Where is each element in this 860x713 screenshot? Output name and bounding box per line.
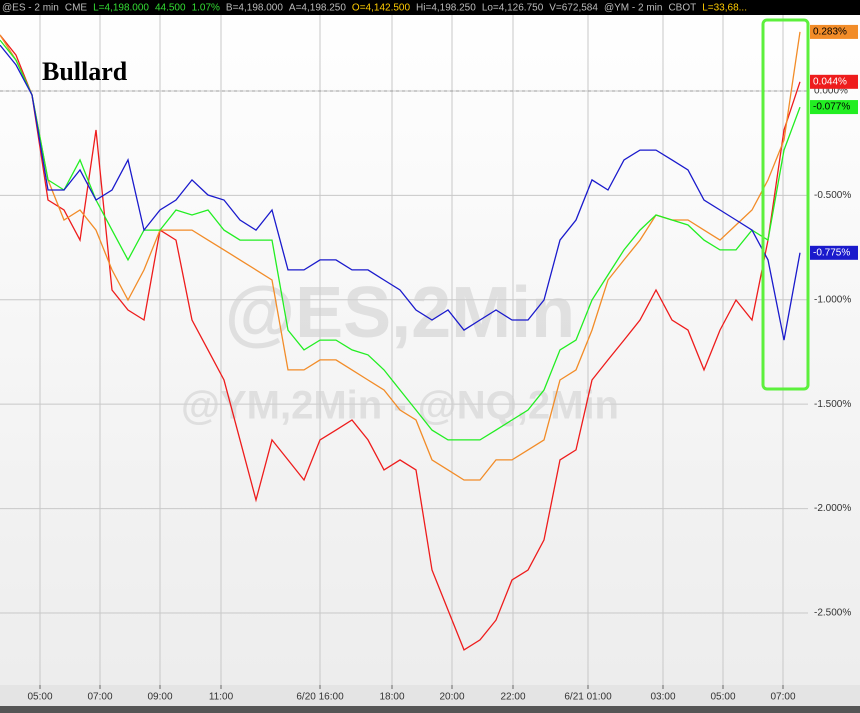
x-tick-label: 6/21 01:00 [564,692,612,703]
last-value-box [810,100,858,115]
last-value-box [810,245,858,260]
x-tick-label: 07:00 [770,692,795,703]
last-value-label: 0.283% [813,27,847,38]
y-tick-label: -1.000% [814,294,851,305]
x-tick-label: 6/20 16:00 [296,692,344,703]
x-tick-label: 11:00 [209,692,234,703]
series-line [0,44,801,341]
series-line [0,39,801,441]
bottom-bar [0,706,860,713]
last-value-label: -0.775% [813,247,850,258]
header-text: L=33,68... [702,3,747,14]
x-tick-label: 07:00 [87,692,112,703]
header-text: CBOT [668,3,696,14]
header-text: Lo=4,126.750 [482,3,544,14]
header-text: Hi=4,198.250 [416,3,476,14]
x-tick-label: 05:00 [27,692,52,703]
header-bar [0,0,860,15]
y-tick-label: 0.000% [814,86,848,97]
x-tick-label: 22:00 [500,692,525,703]
header-text: A=4,198.250 [289,3,346,14]
header-text: @YM - 2 min [604,3,663,14]
highlight-box [761,18,810,391]
header-text: B=4,198.000 [226,3,283,14]
x-tick-label: 18:00 [379,692,404,703]
last-value-box [810,74,858,89]
y-tick-label: -2.500% [814,608,851,619]
header-text: O=4,142.500 [352,3,411,14]
x-tick-label: 05:00 [710,692,735,703]
header-text: @ES - 2 min [2,3,59,14]
x-tick-label: 20:00 [439,692,464,703]
header-text: 1.07% [192,3,220,14]
last-value-label: 0.044% [813,76,847,87]
x-tick-label: 03:00 [650,692,675,703]
header-text: L=4,198.000 [93,3,149,14]
y-tick-label: -0.500% [814,190,851,201]
last-value-label: -0.077% [813,102,850,113]
x-tick-label: 09:00 [147,692,172,703]
header-text: V=672,584 [549,3,598,14]
header-text: 44.500 [155,3,186,14]
header-text: CME [65,3,88,14]
series-line [0,34,801,651]
last-value-box [810,24,858,39]
annotation: Bullard [42,57,128,86]
y-tick-label: -2.000% [814,503,851,514]
y-tick-label: -1.500% [814,399,851,410]
